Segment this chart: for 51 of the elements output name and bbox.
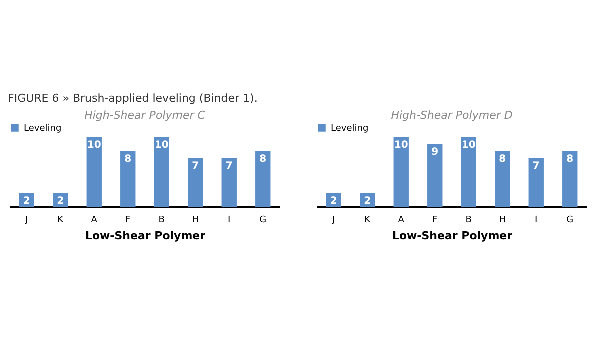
x-tick-label: I — [228, 216, 231, 226]
data-label: 8 — [499, 154, 506, 165]
data-label: 8 — [124, 154, 132, 165]
data-label: 9 — [432, 147, 439, 158]
x-tick-label: J — [24, 216, 28, 226]
bar — [120, 151, 136, 207]
caption: FIGURE 6 » Brush-applied leveling (Binder 1). — [8, 92, 258, 105]
x-tick-label: B — [158, 216, 165, 226]
bar — [222, 158, 237, 207]
bar — [461, 137, 476, 207]
legend-label: Leveling — [24, 124, 62, 134]
chart-title: High-Shear Polymer C — [84, 109, 206, 122]
data-label: 7 — [192, 161, 200, 172]
x-tick-label: K — [364, 216, 372, 226]
x-tick-label: F — [432, 216, 438, 226]
bar — [188, 158, 204, 207]
x-tick-label: A — [398, 216, 406, 226]
x-tick-label: G — [566, 216, 574, 226]
data-label: 2 — [364, 196, 372, 207]
data-label: 7 — [532, 161, 540, 172]
x-tick-label: H — [192, 216, 200, 226]
bar — [428, 144, 443, 207]
bar — [562, 151, 578, 207]
data-label: 7 — [226, 161, 233, 172]
x-tick-label: B — [466, 216, 472, 226]
bar — [86, 137, 102, 207]
bar — [256, 151, 271, 207]
x-tick-label: F — [126, 216, 131, 226]
data-label: 8 — [260, 154, 267, 165]
x-tick-label: I — [535, 216, 538, 226]
bar — [394, 137, 409, 207]
data-label: 10 — [394, 140, 408, 151]
data-label: 10 — [462, 140, 476, 151]
data-label: 10 — [154, 140, 169, 151]
data-label: 8 — [566, 154, 574, 165]
legend-label: Leveling — [331, 124, 369, 134]
data-label: 2 — [23, 196, 30, 207]
x-tick-label: H — [499, 216, 506, 226]
x-axis-title: Low-Shear Polymer — [85, 230, 206, 242]
chart-title: High-Shear Polymer D — [391, 109, 513, 122]
data-label: 2 — [57, 196, 64, 207]
x-tick-label: A — [91, 216, 98, 226]
bar — [154, 137, 170, 207]
data-label: 2 — [330, 196, 338, 207]
data-label: 10 — [87, 140, 102, 151]
x-tick-label: J — [332, 216, 336, 226]
x-tick-label: K — [58, 216, 65, 226]
bar — [528, 158, 544, 207]
x-axis-title: Low-Shear Polymer — [392, 230, 514, 242]
x-tick-label: G — [260, 216, 267, 226]
bar — [495, 151, 510, 207]
